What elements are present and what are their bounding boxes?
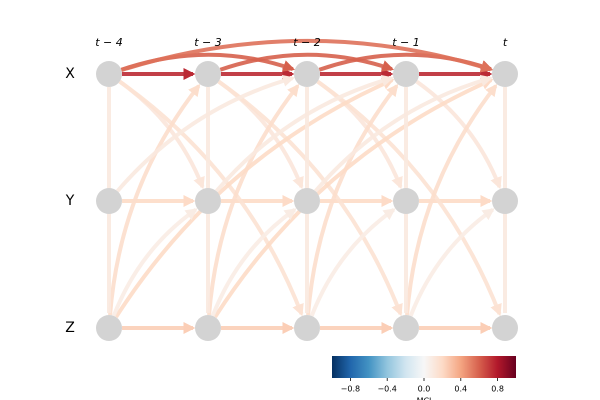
node: [96, 61, 122, 87]
link: [214, 75, 394, 193]
time-label: t − 3: [194, 36, 222, 49]
colorbar-tick-label: −0.4: [377, 385, 396, 394]
node: [294, 61, 320, 87]
link: [309, 208, 396, 317]
node: [294, 315, 320, 341]
node: [492, 61, 518, 87]
node: [294, 188, 320, 214]
colorbar-label: MCI: [417, 397, 432, 400]
link: [213, 78, 494, 319]
colorbar-tick-label: 0.4: [454, 385, 467, 394]
node: [195, 61, 221, 87]
node: [195, 188, 221, 214]
link: [108, 83, 201, 316]
time-label: t: [503, 36, 508, 49]
variable-label: Y: [65, 193, 75, 209]
link: [207, 83, 300, 316]
link: [405, 83, 498, 316]
node: [393, 315, 419, 341]
node: [96, 188, 122, 214]
link: [306, 83, 399, 316]
link: [219, 52, 395, 72]
node: [492, 188, 518, 214]
link: [111, 208, 198, 317]
time-label: t − 2: [293, 36, 321, 49]
time-label: t − 4: [95, 36, 123, 49]
link: [114, 78, 395, 319]
edges: [107, 38, 507, 334]
link: [408, 208, 495, 317]
link: [313, 75, 493, 193]
variable-label: Z: [65, 320, 75, 336]
variable-label: X: [65, 66, 75, 82]
nodes: [96, 61, 518, 341]
colorbar-tick-label: −0.8: [341, 385, 360, 394]
node: [195, 315, 221, 341]
node: [96, 315, 122, 341]
node: [492, 315, 518, 341]
node: [393, 188, 419, 214]
colorbar: [332, 356, 516, 378]
link: [120, 38, 493, 73]
time-label: t − 1: [392, 36, 420, 49]
node: [393, 61, 419, 87]
link: [316, 79, 502, 317]
colorbar-tick-label: 0.0: [418, 385, 431, 394]
link: [210, 208, 297, 317]
link: [115, 75, 295, 193]
colorbar-tick-label: 0.8: [491, 385, 504, 394]
